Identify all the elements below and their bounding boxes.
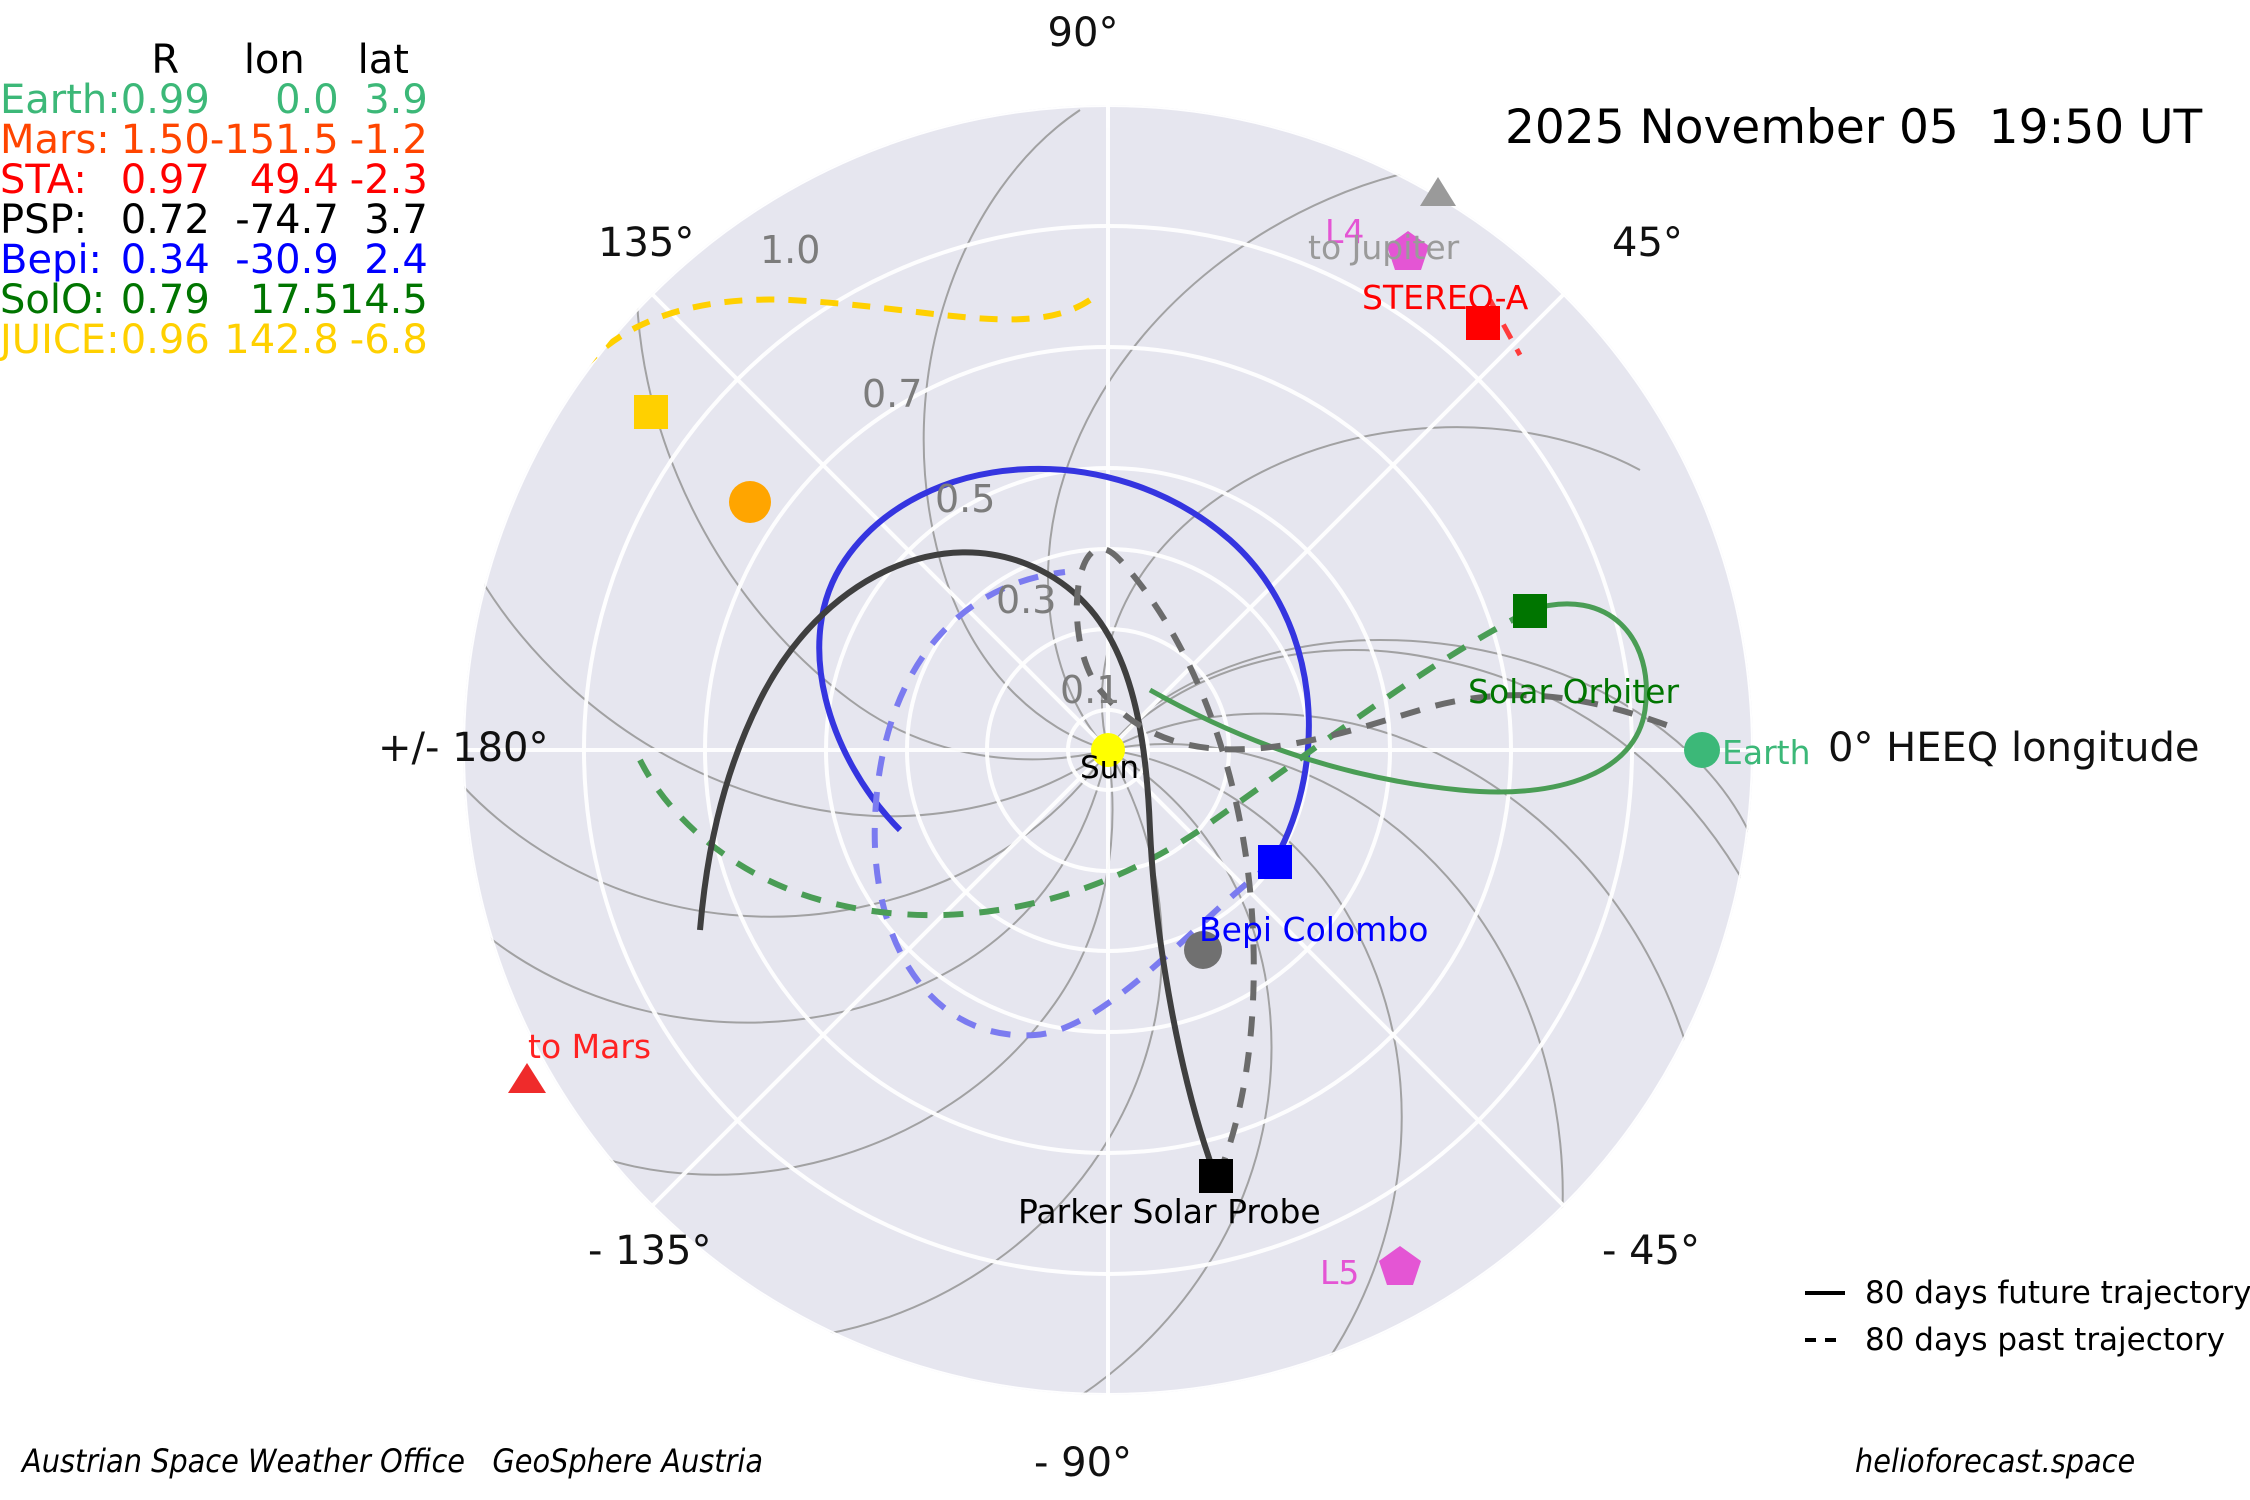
row-name-solo: SolO:	[0, 277, 106, 323]
marker-stereo-a	[1466, 306, 1500, 340]
label-solar-orbiter: Solar Orbiter	[1468, 672, 1680, 711]
marker-l4	[1387, 231, 1429, 270]
row-lat-sta: -2.3	[349, 157, 428, 203]
table-row: Mars: 1.50 -151.5 -1.2	[0, 120, 428, 160]
info-header-lat: lat	[357, 37, 409, 83]
marker-to-jupiter	[1420, 177, 1456, 206]
row-r-earth: 0.99	[120, 77, 210, 123]
label-l5: L5	[1320, 1253, 1360, 1292]
solo-past-trajectory	[637, 609, 1530, 919]
angular-label-45: 45°	[1612, 220, 1683, 266]
juice-past-trajectory	[562, 296, 1092, 397]
radial-label-0-5: 0.5	[935, 477, 996, 521]
info-header-blank	[0, 40, 121, 80]
label-stereo-a: STEREO-A	[1362, 278, 1529, 317]
row-lat-bepi: 2.4	[364, 237, 428, 283]
label-parker-solar-probe: Parker Solar Probe	[1018, 1192, 1321, 1231]
info-header-lon: lon	[243, 37, 305, 83]
marker-mercury	[1184, 931, 1222, 969]
row-lat-earth: 3.9	[364, 77, 428, 123]
marker-solar-orbiter	[1513, 594, 1547, 628]
position-info-table: R lon lat Earth: 0.99 0.0 3.9 Mars: 1.50…	[0, 40, 428, 360]
footer-right: helioforecast.space	[1855, 1442, 2136, 1480]
legend-past-label: 80 days past trajectory	[1865, 1322, 2225, 1358]
row-name-juice: JUICE:	[0, 317, 120, 363]
radial-label-0-7: 0.7	[862, 372, 923, 416]
table-row: PSP: 0.72 -74.7 3.7	[0, 200, 428, 240]
angular-label-180: +/- 180°	[378, 725, 549, 771]
angular-label-90: 90°	[1047, 10, 1119, 56]
bepi-past-trajectory	[871, 569, 1277, 1039]
page-title: 2025 November 05 19:50 UT	[1505, 100, 2203, 155]
row-lon-earth: 0.0	[275, 77, 339, 123]
radial-label-0-3: 0.3	[996, 578, 1057, 622]
legend-future-label: 80 days future trajectory	[1865, 1275, 2250, 1311]
angular-label-minus45: - 45°	[1602, 1228, 1701, 1274]
row-r-bepi: 0.34	[120, 237, 210, 283]
row-lon-sta: 49.4	[249, 157, 339, 203]
label-to-jupiter: to Jupiter	[1308, 228, 1460, 267]
row-r-mars: 1.50	[120, 117, 210, 163]
marker-venus	[729, 481, 771, 523]
row-name-bepi: Bepi:	[0, 237, 103, 283]
marker-sun	[1091, 733, 1125, 767]
row-name-mars: Mars:	[0, 117, 110, 163]
angular-label-minus90: - 90°	[1033, 1440, 1133, 1486]
row-lat-juice: -6.8	[349, 317, 428, 363]
angular-gridlines	[463, 105, 1753, 1395]
marker-bepi-colombo	[1258, 845, 1292, 879]
radial-label-0-1: 0.1	[1060, 668, 1121, 712]
bepi-future-trajectory	[816, 465, 1312, 862]
row-lat-solo: 14.5	[338, 277, 428, 323]
angular-label-0: 0° HEEQ longitude	[1828, 725, 2200, 771]
row-r-juice: 0.96	[120, 317, 210, 363]
row-r-psp: 0.72	[120, 197, 210, 243]
angular-label-135: 135°	[598, 220, 695, 266]
marker-to-mars-triangle	[508, 1063, 546, 1093]
label-sun: Sun	[1080, 750, 1139, 786]
marker-earth	[1684, 732, 1720, 768]
psp-future-trajectory	[697, 549, 1218, 1177]
row-name-earth: Earth:	[0, 77, 121, 123]
marker-l5	[1379, 1246, 1421, 1285]
table-row: SolO: 0.79 17.5 14.5	[0, 280, 428, 320]
row-name-psp: PSP:	[0, 197, 88, 243]
table-row: STA: 0.97 49.4 -2.3	[0, 160, 428, 200]
label-earth: Earth	[1722, 733, 1811, 772]
radial-label-1-0: 1.0	[760, 228, 821, 272]
psp-past-trajectory	[1073, 545, 1682, 1178]
row-name-sta: STA:	[0, 157, 87, 203]
info-header-r: R	[151, 37, 180, 83]
label-bepi-colombo: Bepi Colombo	[1199, 910, 1429, 949]
table-row: Earth: 0.99 0.0 3.9	[0, 80, 428, 120]
footer-left: Austrian Space Weather Office GeoSphere …	[22, 1442, 763, 1480]
marker-parker-solar-probe	[1199, 1159, 1233, 1193]
row-lat-mars: -1.2	[349, 117, 428, 163]
row-lat-psp: 3.7	[364, 197, 428, 243]
row-lon-mars: -151.5	[209, 117, 339, 163]
info-table-header-row: R lon lat	[0, 40, 428, 80]
row-r-solo: 0.79	[120, 277, 210, 323]
marker-juice	[634, 395, 668, 429]
table-row: JUICE: 0.96 142.8 -6.8	[0, 320, 428, 360]
row-lon-psp: -74.7	[235, 197, 339, 243]
label-l4: L4	[1325, 212, 1365, 251]
row-lon-bepi: -30.9	[235, 237, 339, 283]
row-lon-juice: 142.8	[224, 317, 339, 363]
label-to-mars: to Mars	[528, 1027, 652, 1066]
row-lon-solo: 17.5	[249, 277, 339, 323]
table-row: Bepi: 0.34 -30.9 2.4	[0, 240, 428, 280]
row-r-sta: 0.97	[120, 157, 210, 203]
angular-label-minus135: - 135°	[588, 1228, 712, 1274]
